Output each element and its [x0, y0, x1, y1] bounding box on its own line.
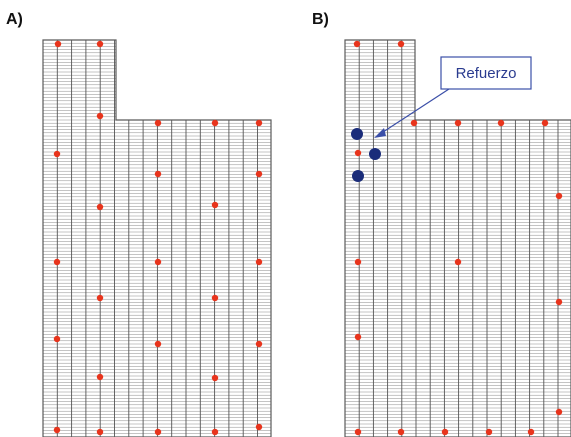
anchor-dot-icon — [410, 119, 418, 127]
anchor-dot-icon — [211, 119, 219, 127]
anchor-dot-icon — [354, 149, 362, 157]
anchor-dot-icon — [485, 428, 493, 436]
anchor-dot-icon — [53, 335, 61, 343]
anchor-dot-icon — [96, 40, 104, 48]
anchor-dot-icon — [96, 294, 104, 302]
anchor-dot-icon — [53, 426, 61, 434]
callout-text: Refuerzo — [456, 65, 517, 82]
anchor-dot-icon — [96, 373, 104, 381]
panel-a-label: A) — [6, 11, 23, 28]
callout-arrow — [379, 88, 450, 135]
anchor-dot-icon — [54, 40, 62, 48]
anchor-dot-icon — [211, 201, 219, 209]
callout-box — [440, 56, 532, 90]
anchor-dot-icon — [211, 428, 219, 436]
anchor-dot-icon — [211, 294, 219, 302]
anchor-dot-icon — [555, 298, 563, 306]
anchor-dot-icon — [154, 428, 162, 436]
anchor-dot-icon — [497, 119, 505, 127]
reinforcement-points — [351, 128, 381, 182]
anchor-dot-icon — [541, 119, 549, 127]
reinforcement-dot — [351, 128, 363, 140]
anchor-dot-icon — [441, 428, 449, 436]
anchor-dot-icon — [354, 333, 362, 341]
panel-a-anchor-points — [53, 40, 263, 436]
callout: Refuerzo — [374, 56, 532, 138]
anchor-dot-icon — [255, 119, 263, 127]
anchor-dot-icon — [397, 428, 405, 436]
anchor-dot-icon — [96, 428, 104, 436]
anchor-dot-icon — [53, 150, 61, 158]
reinforcement-dot — [352, 170, 364, 182]
anchor-dot-icon — [154, 258, 162, 266]
anchor-dot-icon — [527, 428, 535, 436]
panel-a-outline — [42, 39, 272, 437]
anchor-dot-icon — [353, 40, 361, 48]
reinforcement-dot — [369, 148, 381, 160]
anchor-dot-icon — [154, 340, 162, 348]
anchor-dot-icon — [397, 40, 405, 48]
anchor-dot-icon — [211, 374, 219, 382]
panel-b-anchor-points — [353, 40, 563, 436]
anchor-dot-icon — [255, 258, 263, 266]
anchor-dot-icon — [555, 408, 563, 416]
anchor-dot-icon — [255, 340, 263, 348]
anchor-dot-icon — [354, 258, 362, 266]
anchor-dot-icon — [154, 119, 162, 127]
panel-b-grid — [345, 40, 571, 437]
anchor-dot-icon — [96, 203, 104, 211]
anchor-dot-icon — [454, 258, 462, 266]
panel-a-grid — [43, 40, 271, 437]
anchor-dot-icon — [96, 112, 104, 120]
anchor-dot-icon — [255, 423, 263, 431]
anchor-dot-icon — [454, 119, 462, 127]
panel-b-outline — [344, 39, 571, 437]
panel-b-label: B) — [312, 11, 329, 28]
arrowhead-icon — [374, 128, 386, 138]
anchor-dot-icon — [354, 428, 362, 436]
anchor-dot-icon — [555, 192, 563, 200]
anchor-dot-icon — [154, 170, 162, 178]
anchor-dot-icon — [255, 170, 263, 178]
anchor-dot-icon — [53, 258, 61, 266]
